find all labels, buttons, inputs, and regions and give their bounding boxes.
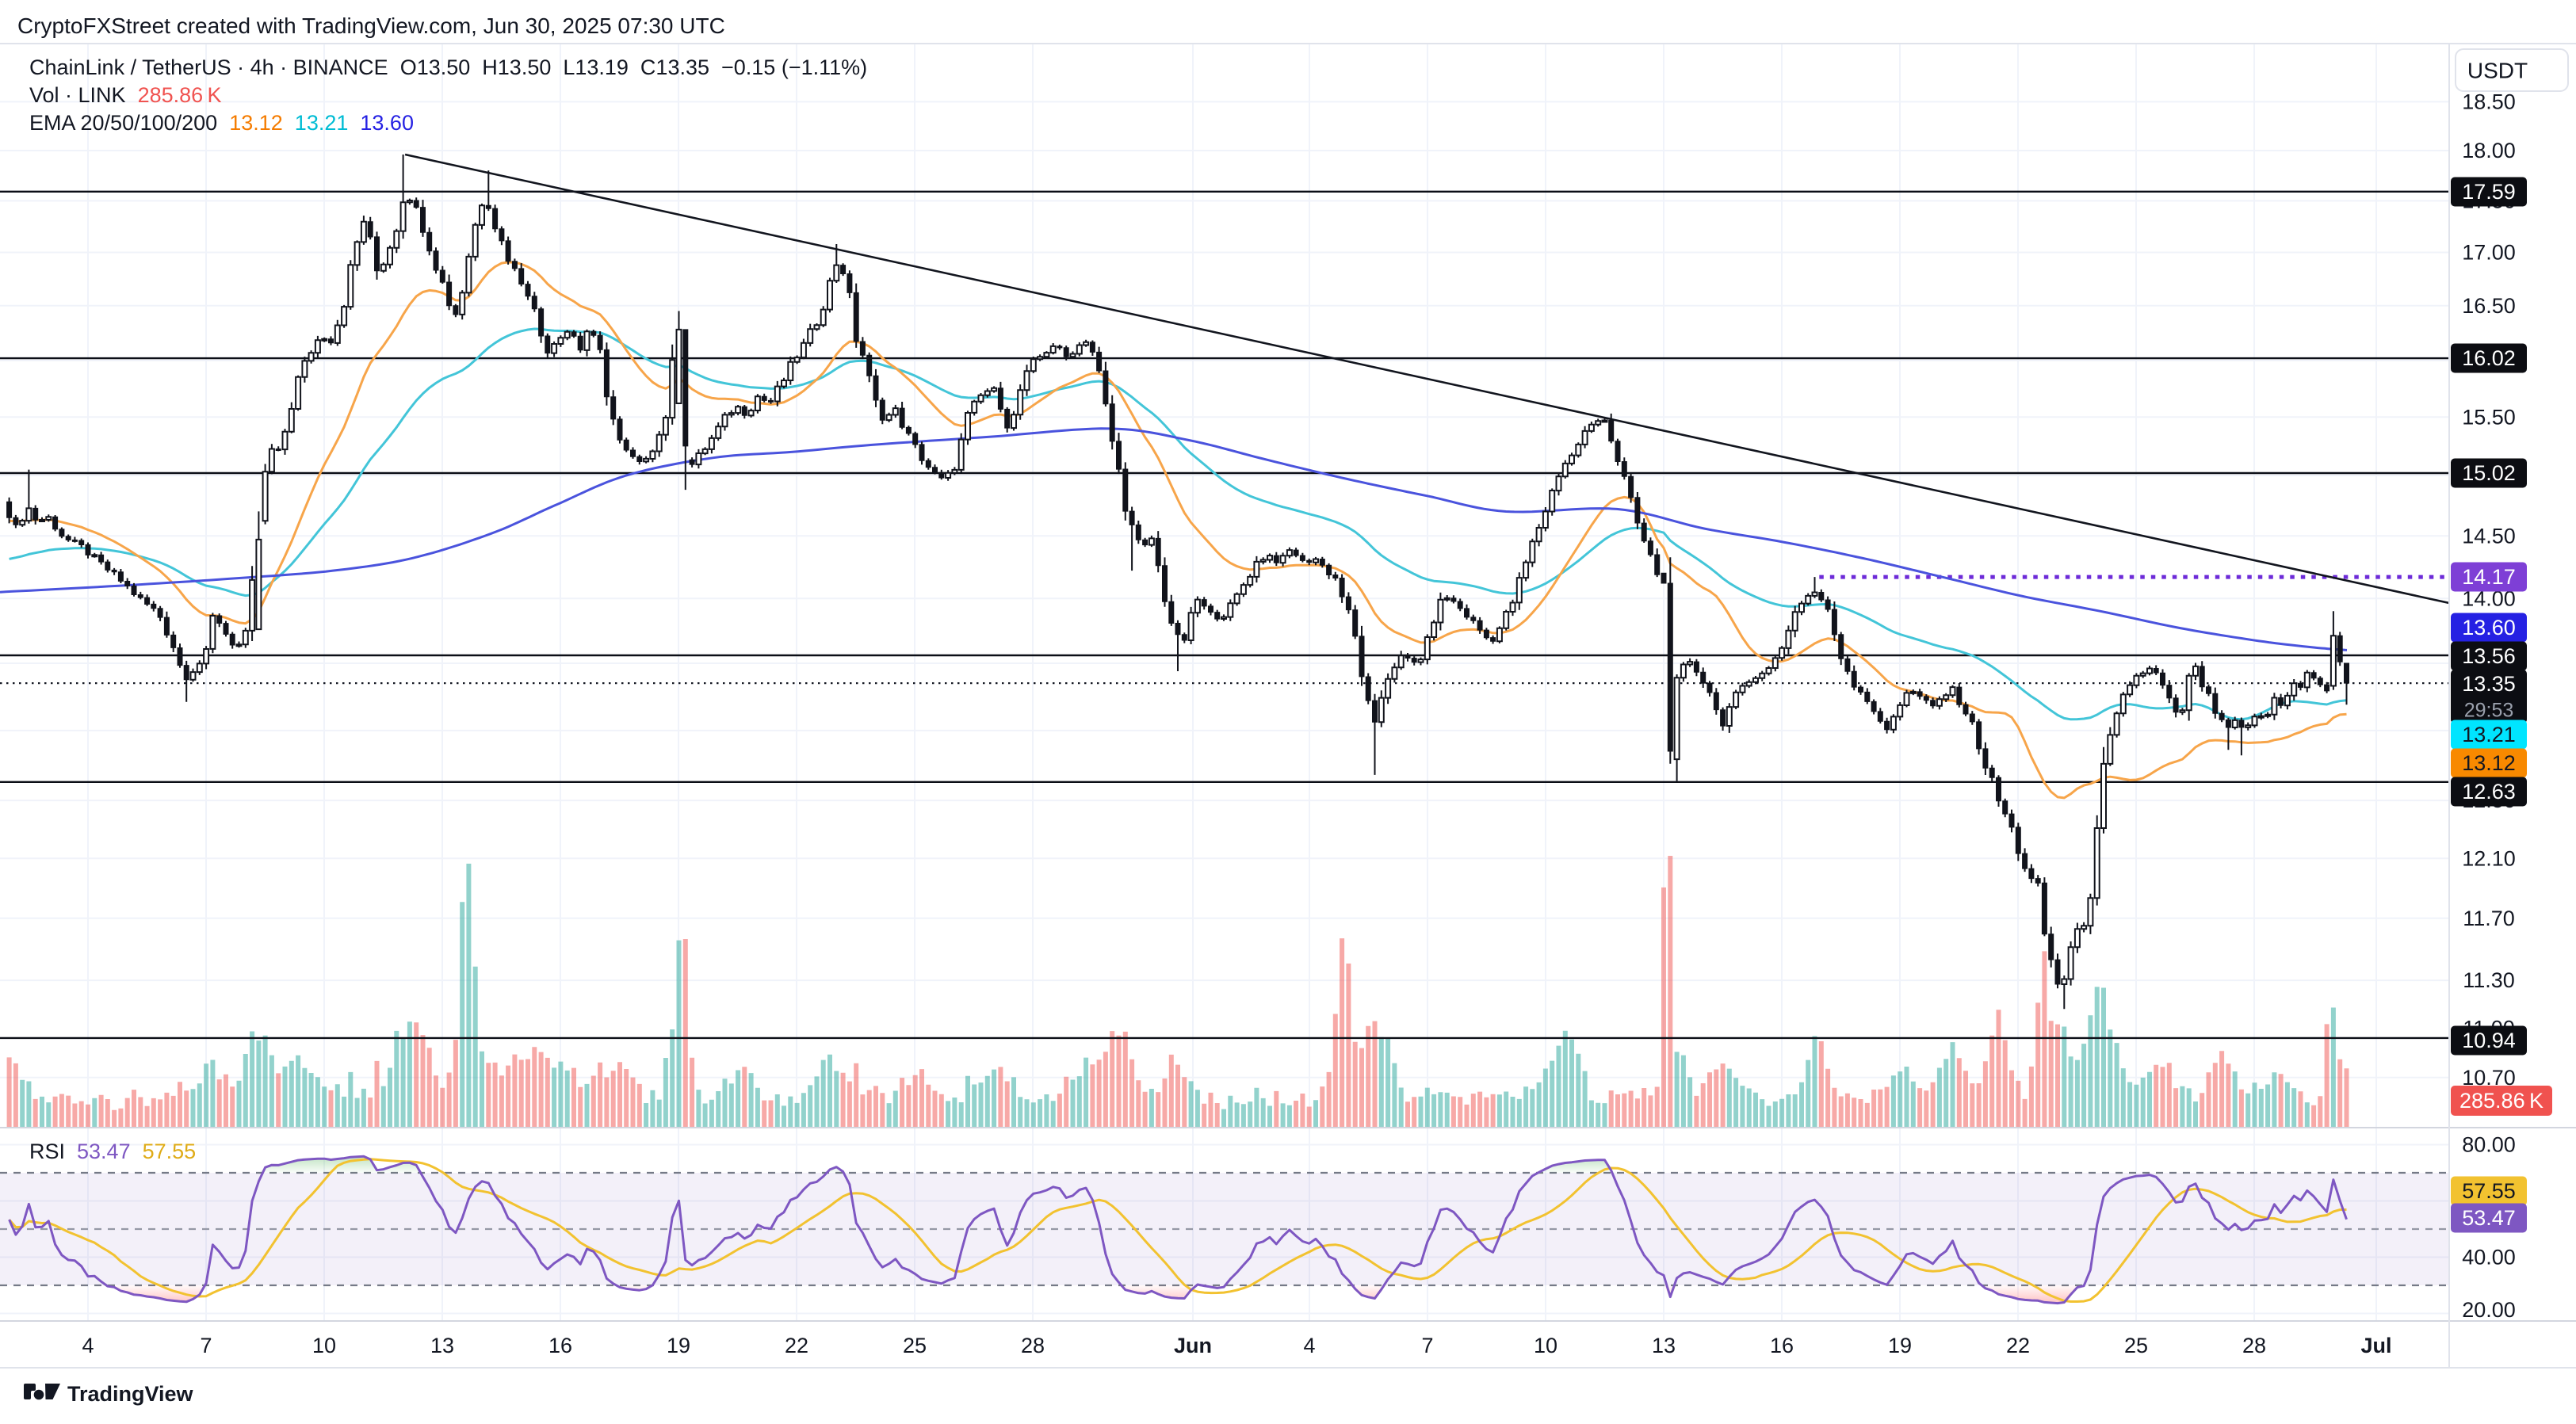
- svg-text:285.86 K: 285.86 K: [2459, 1089, 2544, 1113]
- svg-text:TradingView: TradingView: [67, 1382, 194, 1406]
- svg-text:16: 16: [548, 1334, 572, 1357]
- svg-text:13.12: 13.12: [2462, 751, 2516, 775]
- svg-text:10.70: 10.70: [2462, 1066, 2516, 1090]
- svg-text:12.10: 12.10: [2462, 846, 2516, 870]
- svg-text:13: 13: [430, 1334, 454, 1357]
- svg-text:13.35: 13.35: [2462, 672, 2516, 696]
- svg-text:11.30: 11.30: [2463, 968, 2515, 992]
- svg-text:20.00: 20.00: [2462, 1298, 2516, 1322]
- svg-text:CryptoFXStreet created with Tr: CryptoFXStreet created with TradingView.…: [17, 13, 725, 38]
- svg-text:13.60: 13.60: [2462, 616, 2516, 639]
- svg-text:RSI 53.47 57.55: RSI 53.47 57.55: [29, 1140, 196, 1163]
- svg-text:Jul: Jul: [2360, 1334, 2391, 1357]
- svg-text:7: 7: [200, 1334, 212, 1357]
- svg-text:10: 10: [312, 1334, 336, 1357]
- svg-text:16: 16: [1770, 1334, 1794, 1357]
- svg-text:18.00: 18.00: [2462, 139, 2516, 162]
- svg-text:7: 7: [1421, 1334, 1433, 1357]
- svg-text:15.50: 15.50: [2462, 405, 2516, 429]
- svg-text:40.00: 40.00: [2462, 1246, 2516, 1269]
- svg-text:Jun: Jun: [1174, 1334, 1212, 1357]
- svg-text:14.50: 14.50: [2462, 524, 2516, 548]
- svg-text:4: 4: [82, 1334, 94, 1357]
- svg-text:16.02: 16.02: [2462, 346, 2516, 370]
- svg-text:28: 28: [2242, 1334, 2266, 1357]
- svg-text:15.02: 15.02: [2462, 461, 2516, 485]
- svg-text:17.00: 17.00: [2462, 241, 2516, 265]
- svg-text:11.70: 11.70: [2463, 907, 2515, 930]
- svg-text:22: 22: [2006, 1334, 2030, 1357]
- svg-text:16.50: 16.50: [2462, 294, 2516, 318]
- svg-text:13.21: 13.21: [2462, 723, 2516, 746]
- svg-text:19: 19: [667, 1334, 690, 1357]
- svg-text:14.17: 14.17: [2462, 565, 2516, 589]
- svg-text:25: 25: [903, 1334, 927, 1357]
- svg-text:53.47: 53.47: [2462, 1206, 2516, 1230]
- svg-text:EMA 20/50/100/200 13.12 13.2: EMA 20/50/100/200 13.12 13.21 13.60: [29, 111, 414, 135]
- svg-text:29:53: 29:53: [2464, 700, 2514, 722]
- svg-text:18.50: 18.50: [2462, 90, 2516, 114]
- svg-text:22: 22: [785, 1334, 808, 1357]
- svg-text:57.55: 57.55: [2462, 1179, 2516, 1203]
- svg-text:13: 13: [1652, 1334, 1676, 1357]
- svg-text:17.59: 17.59: [2462, 180, 2516, 204]
- svg-text:USDT: USDT: [2467, 58, 2528, 82]
- svg-text:25: 25: [2124, 1334, 2148, 1357]
- svg-text:10: 10: [1534, 1334, 1557, 1357]
- svg-text:13.56: 13.56: [2462, 644, 2516, 668]
- svg-text:ChainLink / TetherUS · 4h · BI: ChainLink / TetherUS · 4h · BINANCE O13.…: [29, 55, 867, 79]
- svg-text:Vol · LINK 285.86 K: Vol · LINK 285.86 K: [29, 83, 222, 107]
- svg-text:10.94: 10.94: [2462, 1029, 2516, 1052]
- svg-text:80.00: 80.00: [2462, 1133, 2516, 1157]
- svg-text:28: 28: [1021, 1334, 1045, 1357]
- svg-text:4: 4: [1303, 1334, 1315, 1357]
- svg-text:19: 19: [1888, 1334, 1912, 1357]
- svg-text:12.63: 12.63: [2462, 780, 2516, 804]
